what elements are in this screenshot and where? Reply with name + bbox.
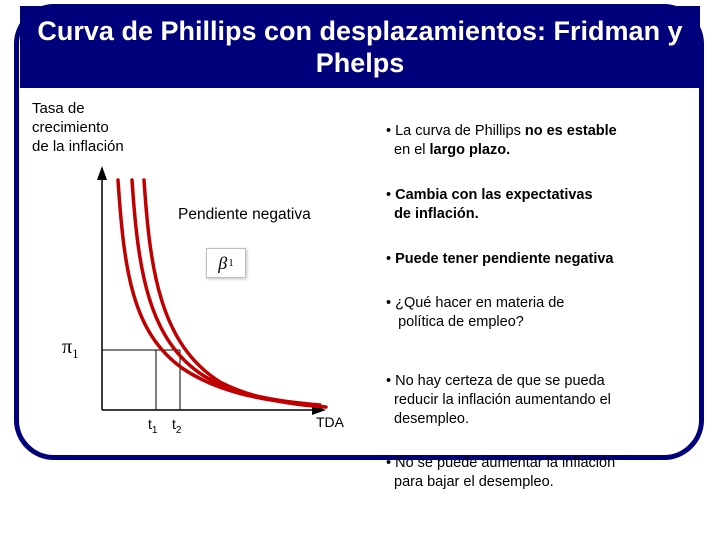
bullet-item: • La curva de Phillips no es estable en … [386,122,617,160]
t1-label: t1 [148,416,157,436]
bullet-item: • No hay certeza de que se pueda reducir… [386,372,611,429]
bullet-item: • No se puede aumentar la inflación para… [386,454,615,492]
phillips-chart-svg [32,100,352,440]
slide-title: Curva de Phillips con desplazamientos: F… [20,11,700,84]
pi-1-label: π1 [62,336,79,362]
bullet-item: • Cambia con las expectativas de inflaci… [386,186,593,224]
bullets-area: • La curva de Phillips no es estable en … [386,112,714,532]
t2-label: t2 [172,416,181,436]
x-axis-label: TDA [316,414,344,430]
slope-label: Pendiente negativa [178,206,311,224]
bullet-item: • Puede tener pendiente negativa [386,250,613,269]
title-band: Curva de Phillips con desplazamientos: F… [20,6,700,88]
chart-area: Tasa decrecimientode la inflación Pendie… [32,100,352,440]
bullet-item: • ¿Qué hacer en materia de política de e… [386,294,564,332]
beta-symbol-box: β1 [206,248,246,278]
